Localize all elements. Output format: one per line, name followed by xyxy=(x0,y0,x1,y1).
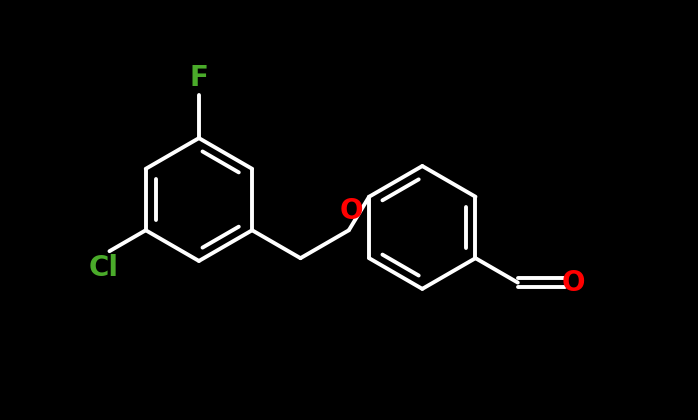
Text: O: O xyxy=(339,197,363,225)
Text: O: O xyxy=(562,269,586,297)
Text: F: F xyxy=(189,64,209,92)
Text: Cl: Cl xyxy=(89,254,119,282)
